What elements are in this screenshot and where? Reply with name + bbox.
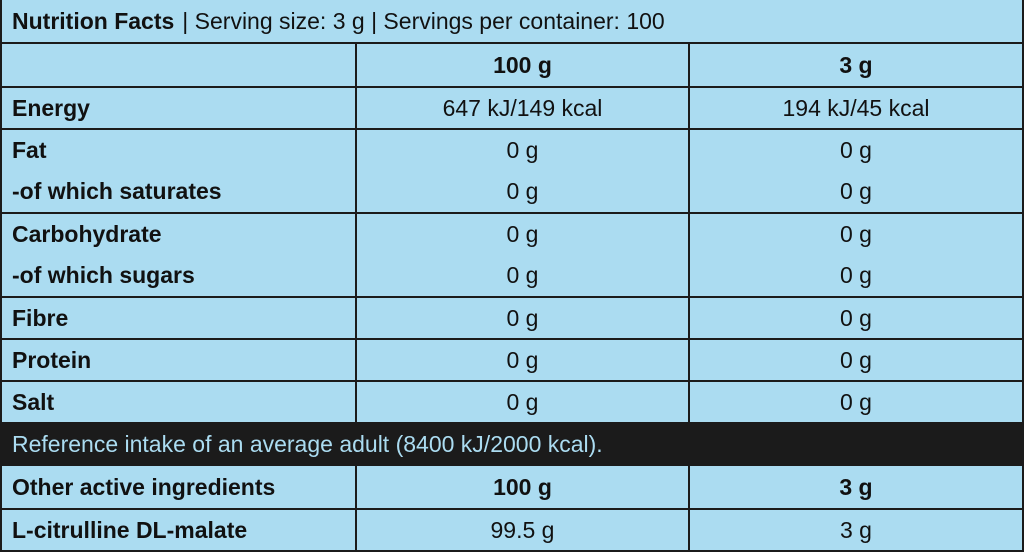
nutrient-value: 0 g: [840, 178, 872, 204]
column-header: 100 g: [357, 44, 688, 86]
nutrient-value: 0 g: [840, 137, 872, 163]
header-empty: [2, 44, 355, 86]
nutrient-value: 0 g: [506, 346, 539, 373]
nutrient-value: 0 g: [840, 346, 872, 373]
value-cell: 0 g: [690, 298, 1022, 338]
value-cell: 647 kJ/149 kcal: [357, 88, 688, 128]
nutrient-value: 0 g: [506, 221, 539, 247]
active-header-text: 100 g: [493, 473, 552, 500]
ingredient-name: L-citrulline DL-malate: [12, 516, 248, 543]
nutrient-cell: Protein: [2, 340, 355, 380]
nutrient-name: Fat: [12, 137, 47, 163]
active-header-text: 3 g: [839, 473, 873, 500]
title-line: Nutrition Facts | Serving size: 3 g | Ser…: [2, 0, 1022, 42]
nutrient-value: 647 kJ/149 kcal: [442, 94, 603, 121]
ingredient-value: 3 g: [840, 516, 872, 543]
column-header-text: 100 g: [493, 51, 552, 78]
reference-note: Reference intake of an average adult (84…: [2, 422, 1022, 466]
nutrient-name: -of which saturates: [12, 178, 222, 204]
nutrient-cell: Fat -of which saturates: [2, 130, 355, 212]
value-cell: 0 g 0 g: [690, 214, 1022, 296]
nutrient-name: Protein: [12, 346, 92, 373]
active-header: 100 g: [357, 466, 688, 508]
nutrient-value: 0 g: [840, 388, 872, 415]
nutrient-name: -of which sugars: [12, 262, 195, 288]
ingredient-value: 99.5 g: [490, 516, 555, 543]
value-cell: 194 kJ/45 kcal: [690, 88, 1022, 128]
value-cell: 0 g 0 g: [357, 130, 688, 212]
active-cell: L-citrulline DL-malate: [2, 510, 355, 550]
title: Nutrition Facts: [12, 7, 175, 34]
column-header: 3 g: [690, 44, 1022, 86]
nutrient-value: 0 g: [840, 262, 872, 288]
value-cell: 0 g: [357, 382, 688, 422]
value-cell: 0 g 0 g: [357, 214, 688, 296]
column-header-text: 3 g: [839, 51, 873, 78]
nutrient-value: 0 g: [506, 262, 539, 288]
nutrient-value: 0 g: [506, 137, 539, 163]
value-cell: 0 g: [357, 340, 688, 380]
title-row: Nutrition Facts | Serving size: 3 g | Ser…: [2, 0, 1022, 42]
nutrient-name: Carbohydrate: [12, 221, 162, 247]
nutrient-value: 0 g: [840, 221, 872, 247]
nutrient-name: Fibre: [12, 304, 69, 331]
active-cell: 99.5 g: [357, 510, 688, 550]
nutrient-value: 0 g: [506, 178, 539, 204]
nutrient-value: 194 kJ/45 kcal: [782, 94, 930, 121]
nutrient-name: Salt: [12, 388, 55, 415]
value-cell: 0 g: [357, 298, 688, 338]
value-cell: 0 g 0 g: [690, 130, 1022, 212]
nutrient-cell: Energy: [2, 88, 355, 128]
nutrient-cell: Salt: [2, 382, 355, 422]
value-cell: 0 g: [690, 340, 1022, 380]
active-header-text: Other active ingredients: [12, 473, 276, 500]
active-header: Other active ingredients: [2, 466, 355, 508]
nutrient-cell: Carbohydrate -of which sugars: [2, 214, 355, 296]
value-cell: 0 g: [690, 382, 1022, 422]
nutrient-name: Energy: [12, 94, 90, 121]
nutrient-cell: Fibre: [2, 298, 355, 338]
nutrient-value: 0 g: [506, 304, 539, 331]
active-header: 3 g: [690, 466, 1022, 508]
serving-info: | Serving size: 3 g | Servings per conta…: [182, 7, 665, 34]
nutrient-value: 0 g: [506, 388, 539, 415]
nutrient-value: 0 g: [840, 304, 872, 331]
active-cell: 3 g: [690, 510, 1022, 550]
